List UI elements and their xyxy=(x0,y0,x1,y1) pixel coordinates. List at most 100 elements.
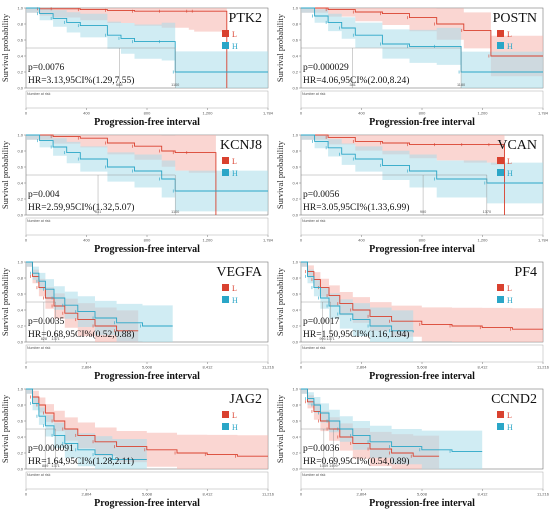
x-tick-label: 8,412 xyxy=(477,365,488,370)
legend-label: L xyxy=(507,30,512,39)
x-tick-label: 0 xyxy=(300,238,303,243)
y-tick-label: 1.0 xyxy=(292,133,298,138)
y-tick-label: 0.0 xyxy=(292,86,298,91)
ci-band-l xyxy=(301,8,543,79)
km-curve-l xyxy=(301,134,505,215)
median-label: 1371 xyxy=(326,337,334,341)
median-label: 1371 xyxy=(51,337,59,341)
km-curve-h xyxy=(301,7,543,73)
hazard-ratio: HR=3.13,95CI%(1.29,7.55) xyxy=(28,75,134,86)
hazard-ratio: HR=4.06,95CI%(2.00,8.24) xyxy=(303,75,409,86)
gene-title: POSTN xyxy=(493,11,537,26)
median-label: 900 xyxy=(420,210,426,214)
median-label: 1100 xyxy=(171,83,179,87)
risk-table-frame xyxy=(25,344,269,363)
ci-band-l xyxy=(301,135,505,215)
km-curve-h xyxy=(26,388,147,460)
y-tick-label: 0.0 xyxy=(292,340,298,345)
y-tick-label: 1.0 xyxy=(292,260,298,265)
km-curve-h xyxy=(301,388,483,452)
risk-table-frame xyxy=(25,471,269,490)
x-axis-label: Progression-free interval xyxy=(94,244,200,255)
y-axis-label: Survival probability xyxy=(0,394,10,463)
risk-table-title: Number at risk xyxy=(27,346,51,350)
x-tick-label: 1,200 xyxy=(477,238,488,243)
median-label: 688 xyxy=(116,83,122,87)
y-tick-label: 0.0 xyxy=(292,467,298,472)
x-tick-label: 8,412 xyxy=(202,492,213,497)
y-tick-label: 0.0 xyxy=(17,467,23,472)
km-curve-l xyxy=(301,261,543,330)
y-tick-label: 0.6 xyxy=(17,292,23,297)
y-tick-label: 0.0 xyxy=(17,340,23,345)
gene-title: PF4 xyxy=(514,265,537,280)
x-tick-label: 5,608 xyxy=(142,492,153,497)
km-curve-h xyxy=(26,134,268,192)
legend-swatch-l xyxy=(497,411,504,418)
y-tick-label: 0.2 xyxy=(292,324,298,329)
y-tick-label: 0.0 xyxy=(17,213,23,218)
legend-swatch-h xyxy=(222,296,229,303)
km-panel-vcan: Survival probability 0.0 0.2 0.4 0.6 0.8 1.0 90… xyxy=(275,133,549,256)
x-tick-label: 400 xyxy=(358,111,365,116)
y-tick-label: 0.6 xyxy=(292,419,298,424)
legend-label: L xyxy=(232,30,237,39)
km-curve-h xyxy=(301,261,414,333)
x-tick-label: 2,804 xyxy=(356,492,367,497)
y-tick-label: 0.6 xyxy=(17,419,23,424)
km-panel-jag2: Survival probability 0.0 0.2 0.4 0.6 0.8 1.0 88… xyxy=(0,387,275,509)
x-axis-label: Progression-free interval xyxy=(369,498,475,509)
y-tick-label: 0.8 xyxy=(292,149,298,154)
legend-swatch-h xyxy=(497,42,504,49)
risk-table-title: Number at risk xyxy=(27,92,51,96)
p-value: p=0.0076 xyxy=(28,63,64,73)
x-tick-label: 11,216 xyxy=(537,492,550,497)
hazard-ratio: HR=3.05,95CI%(1.33,6.99) xyxy=(303,202,409,213)
median-label: 1180 xyxy=(457,83,465,87)
risk-table-frame xyxy=(300,471,544,490)
legend-swatch-h xyxy=(222,423,229,430)
km-curve-l xyxy=(26,388,268,457)
km-panel-ccnd2: Survival probability 0.0 0.2 0.4 0.6 0.8 1.0 10… xyxy=(275,387,550,509)
y-tick-label: 1.0 xyxy=(17,133,23,138)
hazard-ratio: HR=1.64,95CI%(1.28,2.11) xyxy=(28,456,134,467)
x-tick-label: 5,608 xyxy=(417,492,428,497)
legend-swatch-h xyxy=(497,296,504,303)
x-tick-label: 11,216 xyxy=(262,492,275,497)
legend-label: H xyxy=(507,169,513,178)
y-tick-label: 1.0 xyxy=(292,6,298,11)
y-axis-label: Survival probability xyxy=(0,140,10,209)
legend-swatch-h xyxy=(222,42,229,49)
risk-table-title: Number at risk xyxy=(302,473,326,477)
x-tick-label: 2,804 xyxy=(81,365,92,370)
y-axis-label: Survival probability xyxy=(0,13,10,82)
ci-band-l xyxy=(26,389,268,469)
km-panel-vegfa: Survival probability 0.0 0.2 0.4 0.6 0.8 1.0 82… xyxy=(0,260,275,383)
x-tick-label: 1,784 xyxy=(263,111,274,116)
x-tick-label: 400 xyxy=(83,111,90,116)
median-label: 996 xyxy=(319,337,325,341)
y-tick-label: 1.0 xyxy=(17,260,23,265)
km-panel-kcnj8: Survival probability 0.0 0.2 0.4 0.6 0.8 1.0 53… xyxy=(0,133,274,256)
y-tick-label: 0.8 xyxy=(17,403,23,408)
y-tick-label: 0.2 xyxy=(17,324,23,329)
legend-swatch-l xyxy=(222,284,229,291)
legend-swatch-l xyxy=(497,30,504,37)
legend-label: L xyxy=(232,411,237,420)
risk-table-title: Number at risk xyxy=(302,219,326,223)
risk-table-frame xyxy=(300,90,544,109)
ci-band-h xyxy=(26,262,173,342)
gene-title: VCAN xyxy=(497,138,537,153)
x-tick-label: 800 xyxy=(144,111,151,116)
x-tick-label: 0 xyxy=(25,365,28,370)
legend-swatch-l xyxy=(222,30,229,37)
legend-label: L xyxy=(507,157,512,166)
legend-swatch-l xyxy=(497,157,504,164)
median-label: 1100 xyxy=(171,210,179,214)
hazard-ratio: HR=1.50,95CI%(1.16,1.94) xyxy=(303,329,409,340)
risk-table-title: Number at risk xyxy=(27,473,51,477)
legend-swatch-l xyxy=(222,411,229,418)
x-tick-label: 800 xyxy=(144,238,151,243)
legend-label: H xyxy=(232,296,238,305)
